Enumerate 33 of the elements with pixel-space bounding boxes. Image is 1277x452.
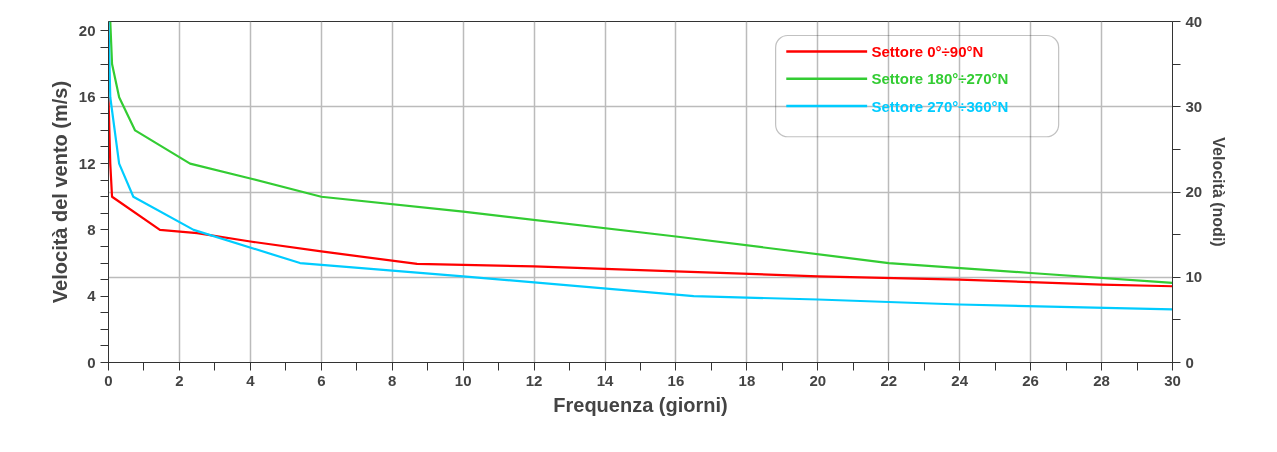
- y-tick-label: 12: [78, 154, 96, 172]
- x-tick-label: 30: [1164, 371, 1181, 389]
- text: Settore 0°÷90°N: [871, 43, 984, 61]
- x-tick-label: 18: [738, 371, 756, 389]
- x-tick-label: 14: [596, 371, 615, 389]
- x-tick-label: 6: [317, 371, 326, 389]
- x-tick-label: 0: [104, 371, 113, 389]
- x-tick-label: 20: [809, 371, 827, 389]
- x-tick-label: 2: [175, 371, 184, 389]
- text: Settore 180°÷270°N: [871, 70, 1009, 88]
- x-tick-label: 8: [388, 371, 397, 389]
- text: Settore 270°÷360°N: [871, 97, 1009, 115]
- x-tick-label: 16: [667, 371, 685, 389]
- y-tick-label: 16: [78, 88, 96, 106]
- y-tick-label: 8: [87, 220, 96, 238]
- x-tick-label: 28: [1093, 371, 1110, 389]
- x-tick-label: 10: [454, 371, 472, 389]
- y2-tick-label: 40: [1185, 12, 1203, 30]
- x-tick-label: 24: [951, 371, 969, 389]
- x-tick-label: 12: [525, 371, 543, 389]
- y2-tick-label: 10: [1185, 268, 1203, 286]
- y2-axis-title: Velocità (nodi): [1210, 137, 1228, 247]
- y-tick-label: 20: [78, 21, 96, 39]
- y2-tick-label: 0: [1185, 353, 1194, 371]
- x-tick-label: 26: [1022, 371, 1039, 389]
- y-axis-title: Velocità del vento (m/s): [48, 80, 71, 304]
- x-tick-label: 4: [246, 371, 256, 389]
- y2-tick-label: 20: [1185, 183, 1203, 200]
- x-tick-label: 22: [880, 371, 898, 389]
- x-axis-title: Frequenza (giorni): [553, 393, 728, 416]
- y-tick-label: 4: [87, 287, 97, 305]
- y-tick-label: 0: [87, 353, 96, 371]
- y2-tick-label: 30: [1185, 97, 1203, 115]
